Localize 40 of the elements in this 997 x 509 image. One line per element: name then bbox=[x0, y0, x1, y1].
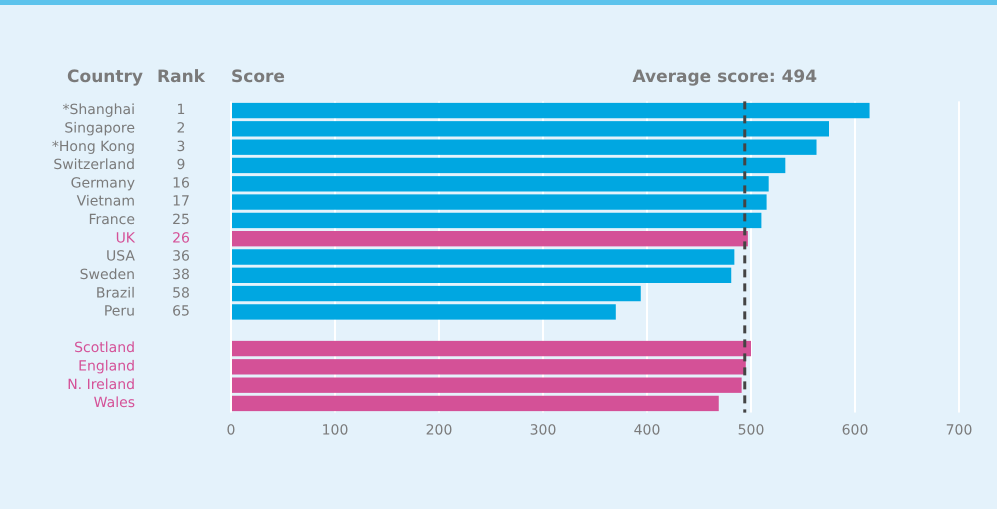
x-tick-label: 300 bbox=[530, 422, 556, 439]
x-tick-label: 600 bbox=[842, 422, 868, 439]
y-tick-label: N. Ireland bbox=[67, 376, 135, 393]
text: 17 bbox=[172, 194, 190, 210]
text: Country bbox=[67, 66, 143, 87]
ref-line-label: Average score: 494 bbox=[632, 66, 818, 87]
y-tick-label: Wales bbox=[94, 395, 135, 412]
text: 36 bbox=[172, 248, 190, 265]
text: 26 bbox=[172, 230, 190, 246]
x-tick-label: 500 bbox=[738, 422, 764, 439]
text: 65 bbox=[172, 304, 190, 320]
text: Rank bbox=[157, 66, 206, 87]
y-tick-label: France bbox=[88, 212, 135, 228]
text: 38 bbox=[172, 266, 190, 283]
y-tick-label: Switzerland bbox=[53, 157, 135, 174]
text: 58 bbox=[172, 285, 190, 302]
y-tick-label: Vietnam bbox=[76, 194, 135, 210]
x-tick-label: 100 bbox=[322, 422, 348, 439]
text: 3 bbox=[176, 138, 186, 155]
y-tick-label: Germany bbox=[70, 175, 135, 192]
y-tick-label: England bbox=[78, 358, 135, 374]
y-tick-label: *Hong Kong bbox=[52, 138, 135, 155]
y-tick-label: USA bbox=[106, 248, 136, 265]
y-tick-label: Sweden bbox=[80, 266, 135, 283]
y-tick-label: Scotland bbox=[74, 340, 135, 356]
text: 9 bbox=[176, 157, 186, 174]
text: 2 bbox=[176, 120, 186, 136]
x-tick-label: 200 bbox=[426, 422, 452, 439]
text: 16 bbox=[172, 175, 190, 192]
x-tick-label: 0 bbox=[226, 422, 236, 439]
y-tick-label: *Shanghai bbox=[62, 102, 135, 118]
text: Score bbox=[231, 66, 285, 87]
y-tick-label: Peru bbox=[104, 304, 135, 320]
x-tick-label: 400 bbox=[634, 422, 660, 439]
y-tick-label: Brazil bbox=[96, 285, 135, 302]
text: 25 bbox=[172, 212, 190, 228]
y-tick-label: Singapore bbox=[64, 120, 135, 136]
x-tick-label: 700 bbox=[946, 422, 972, 439]
text: 1 bbox=[176, 102, 186, 118]
y-tick-label: UK bbox=[116, 230, 136, 246]
